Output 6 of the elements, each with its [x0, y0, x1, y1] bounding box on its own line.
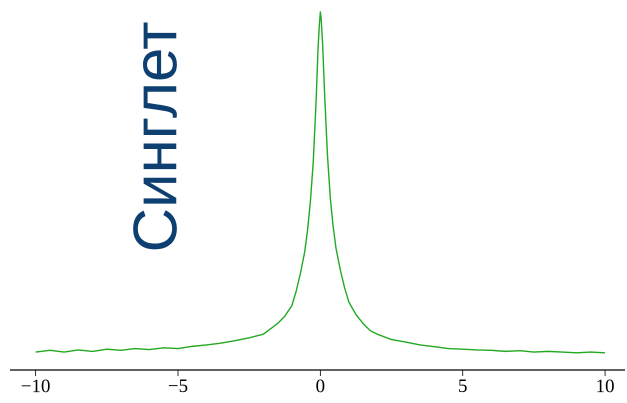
- x-tick-label: 0: [316, 380, 324, 392]
- text: Синглет: [133, 22, 177, 250]
- x-tick-label: −5: [168, 380, 188, 392]
- x-tick-label: 5: [459, 380, 467, 392]
- x-tick-label: −10: [22, 380, 50, 392]
- x-tick-label: 10: [597, 380, 614, 392]
